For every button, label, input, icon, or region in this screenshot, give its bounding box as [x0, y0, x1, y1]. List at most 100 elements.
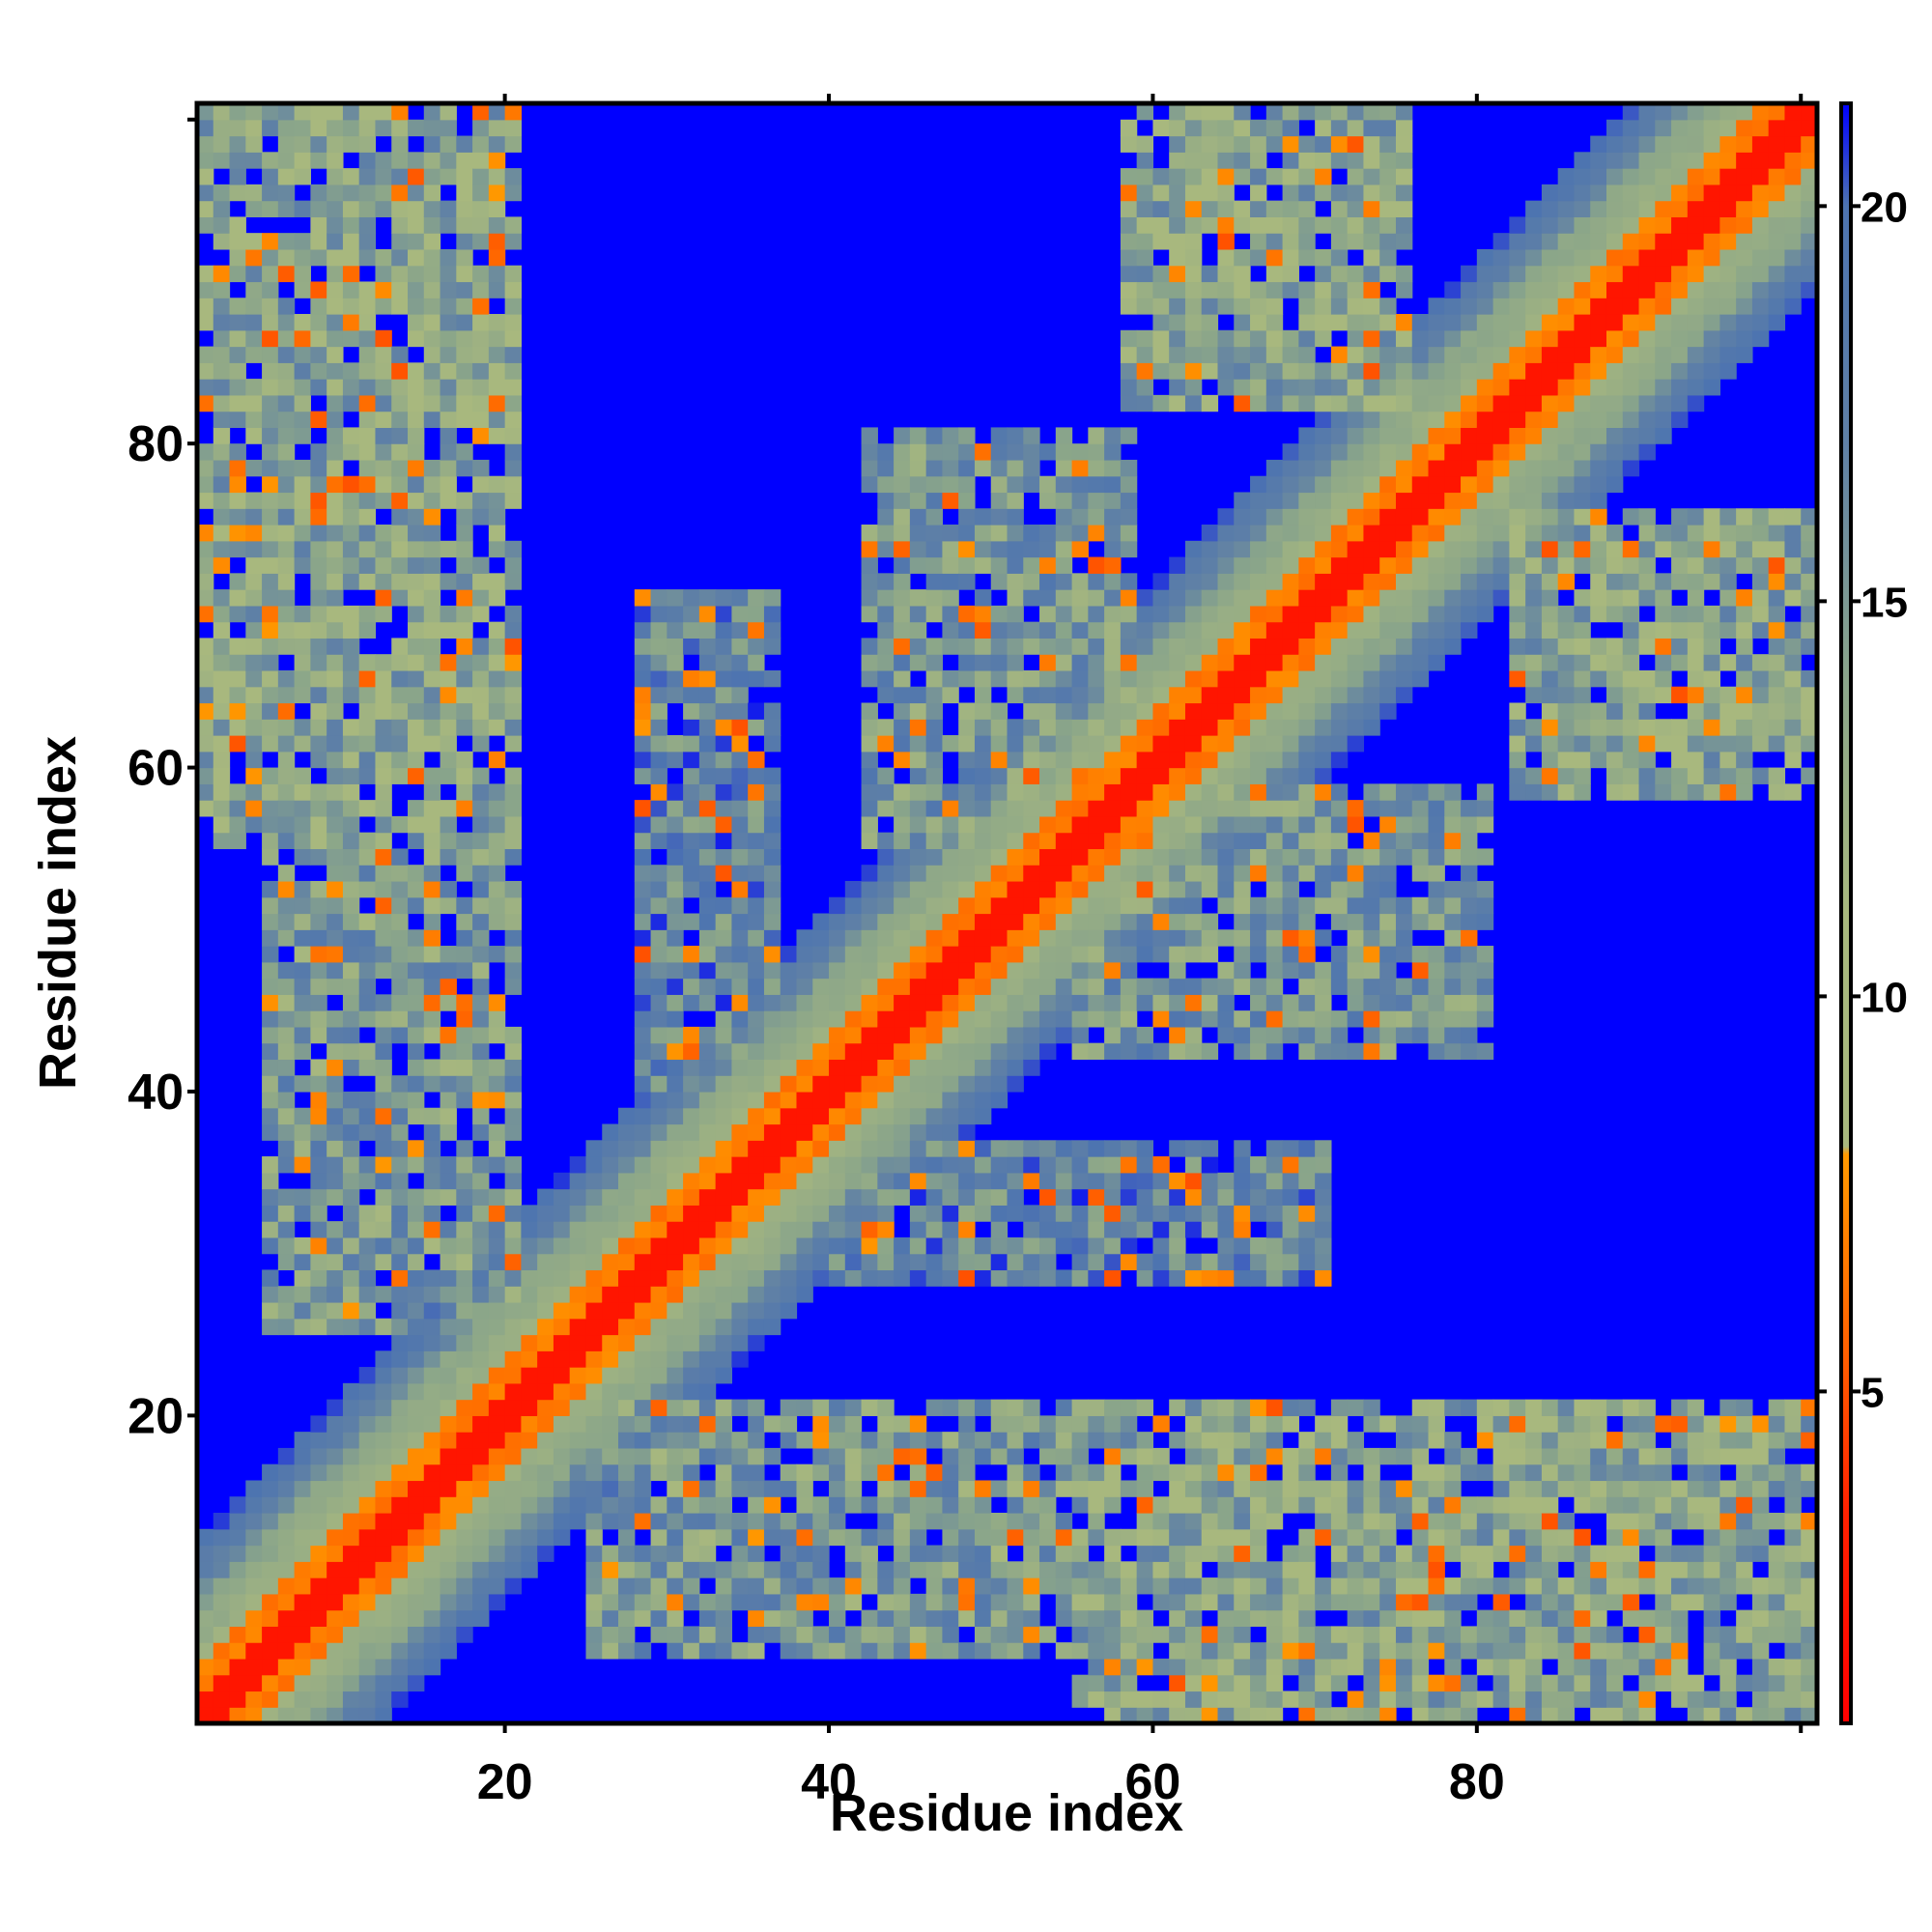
heatmap-cell — [1184, 1140, 1203, 1157]
heatmap-cell — [277, 1091, 296, 1109]
heatmap-cell — [423, 1609, 441, 1627]
heatmap-cell — [698, 1593, 717, 1611]
heatmap-cell — [763, 1318, 781, 1336]
heatmap-cell — [1298, 896, 1316, 915]
heatmap-cell — [488, 1432, 506, 1449]
heatmap-cell — [1055, 1010, 1073, 1028]
heatmap-cell — [504, 1480, 522, 1497]
heatmap-cell — [1411, 994, 1430, 1011]
heatmap-cell — [974, 605, 992, 623]
heatmap-cell — [1282, 216, 1299, 234]
heatmap-cell — [894, 1496, 911, 1514]
heatmap-cell — [342, 265, 360, 283]
heatmap-cell — [391, 556, 409, 574]
heatmap-cell — [650, 978, 668, 995]
heatmap-cell — [197, 184, 214, 202]
heatmap-cell — [1071, 589, 1089, 607]
heatmap-cell — [456, 314, 473, 331]
heatmap-cell — [456, 1593, 473, 1611]
heatmap-cell — [731, 1350, 749, 1368]
heatmap-cell — [375, 1415, 392, 1433]
heatmap-cell — [1152, 1690, 1170, 1708]
heatmap-cell — [327, 654, 344, 671]
heatmap-cell — [294, 1042, 311, 1061]
heatmap-cell — [698, 783, 717, 801]
heatmap-cell — [375, 459, 392, 477]
heatmap-cell — [748, 1010, 765, 1028]
heatmap-cell — [1055, 1236, 1073, 1255]
heatmap-cell — [277, 751, 296, 769]
heatmap-cell — [990, 443, 1009, 461]
heatmap-cell — [358, 1609, 377, 1627]
heatmap-cell — [1363, 427, 1380, 444]
heatmap-cell — [1023, 1463, 1040, 1482]
heatmap-cell — [408, 978, 425, 995]
heatmap-cell — [1315, 1205, 1332, 1222]
heatmap-cell — [1347, 1480, 1365, 1497]
heatmap-cell — [1250, 994, 1267, 1011]
heatmap-cell — [812, 1010, 830, 1028]
heatmap-cell — [1007, 508, 1024, 526]
heatmap-cell — [634, 1010, 652, 1028]
heatmap-cell — [262, 1593, 279, 1611]
heatmap-cell — [391, 1026, 409, 1044]
heatmap-cell — [1007, 1140, 1024, 1157]
heatmap-cell — [375, 865, 392, 882]
heatmap-cell — [504, 638, 522, 655]
heatmap-cell — [327, 200, 344, 217]
heatmap-cell — [925, 767, 944, 784]
heatmap-cell — [504, 346, 522, 363]
heatmap-cell — [683, 1626, 700, 1643]
heatmap-cell — [1363, 800, 1380, 817]
heatmap-cell — [1347, 913, 1365, 930]
heatmap-cell — [456, 1059, 473, 1076]
heatmap-cell — [229, 265, 246, 283]
heatmap-cell — [958, 1156, 976, 1174]
heatmap-cell — [1136, 751, 1154, 769]
heatmap-cell — [472, 961, 490, 980]
heatmap-cell — [358, 1286, 377, 1303]
heatmap-cell — [1055, 1026, 1073, 1044]
heatmap-cell — [277, 394, 296, 412]
heatmap-cell — [408, 1334, 425, 1351]
heatmap-cell — [909, 978, 927, 995]
heatmap-cell — [294, 1561, 311, 1578]
heatmap-cell — [245, 605, 263, 623]
heatmap-cell — [958, 1107, 976, 1125]
heatmap-cell — [1395, 362, 1413, 380]
heatmap-cell — [375, 475, 392, 494]
heatmap-cell — [440, 1221, 457, 1238]
heatmap-cell — [698, 1626, 717, 1643]
heatmap-cell — [262, 573, 279, 590]
heatmap-cell — [488, 525, 506, 542]
heatmap-cell — [327, 1269, 344, 1287]
heatmap-cell — [229, 540, 246, 558]
heatmap-cell — [262, 508, 279, 526]
heatmap-cell — [877, 1221, 895, 1238]
heatmap-cell — [375, 929, 392, 947]
heatmap-cell — [310, 1236, 327, 1255]
heatmap-cell — [585, 1367, 603, 1384]
heatmap-cell — [229, 1561, 246, 1578]
heatmap-cell — [731, 848, 749, 866]
heatmap-cell — [277, 1642, 296, 1660]
heatmap-cell — [262, 1301, 279, 1320]
heatmap-cell — [569, 1188, 587, 1206]
heatmap-cell — [1411, 783, 1430, 801]
heatmap-cell — [1217, 1447, 1235, 1465]
heatmap-cell — [310, 1609, 327, 1627]
heatmap-cell — [310, 1075, 327, 1093]
heatmap-cell — [1347, 1545, 1365, 1562]
heatmap-cell — [375, 379, 392, 396]
heatmap-cell — [698, 1253, 717, 1271]
heatmap-cell — [812, 1059, 830, 1076]
heatmap-cell — [1184, 1042, 1203, 1061]
heatmap-cell — [894, 1026, 911, 1044]
heatmap-cell — [1411, 492, 1430, 509]
heatmap-cell — [1379, 1658, 1397, 1676]
heatmap-cell — [1298, 946, 1316, 963]
heatmap-cell — [423, 1318, 441, 1336]
heatmap-cell — [634, 1221, 652, 1238]
heatmap-cell — [731, 1545, 749, 1562]
heatmap-cell — [1379, 184, 1397, 202]
